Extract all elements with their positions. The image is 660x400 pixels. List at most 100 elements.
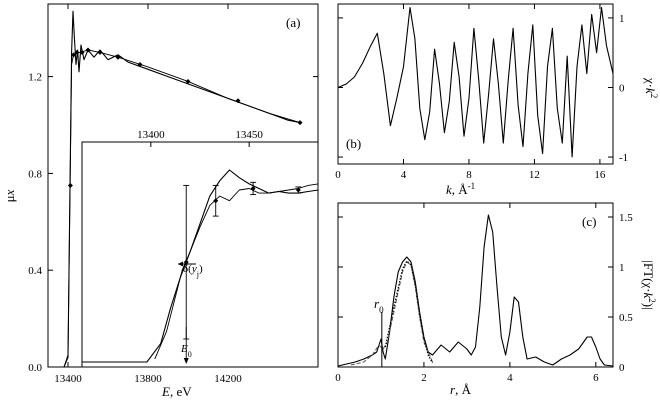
- inset-series-measured: [82, 169, 319, 363]
- panel-b-xlabel: k, Å-1: [446, 181, 475, 197]
- panel-b-xtick-label: 0: [335, 169, 341, 181]
- panel-a-ytick-label: 0.0: [28, 362, 42, 374]
- inset-xtick-label: 13450: [235, 129, 263, 141]
- inset-background: [82, 142, 318, 367]
- inset-knot-marker: [183, 259, 189, 265]
- panel-c-ytick-label: 0: [619, 362, 625, 374]
- panel-a-inset: 13400 13450 δ(yj) E0: [81, 129, 319, 368]
- panel-b-ytick-label: -1: [619, 152, 628, 164]
- panel-c-ytick-label: 0.5: [619, 312, 633, 324]
- panel-b-ytick-label: 1: [619, 13, 625, 25]
- panel-c-xtick-label: 6: [593, 372, 599, 384]
- panel-b-ylabel: χ·k2: [643, 77, 659, 98]
- panel-a-ylabel-var: x: [2, 189, 17, 196]
- inset-curves: [82, 169, 319, 363]
- panel-c-xtick-label: 4: [507, 372, 513, 384]
- panel-a-knot-marker: [74, 49, 80, 55]
- panel-b-series-chi_k2: [337, 6, 614, 158]
- inset-xtick-label: 13400: [137, 129, 165, 141]
- panel-b-xtick-label: 12: [529, 169, 540, 181]
- inset-e0-marker: [183, 327, 189, 364]
- panel-c-xlabel: r, Å: [450, 382, 472, 397]
- panel-c-xlabel-unit: , Å: [455, 382, 472, 397]
- inset-knot-marker: [295, 187, 301, 193]
- inset-delta-arrowhead: [178, 261, 183, 267]
- panel-a-xtick-label: 13400: [54, 373, 82, 385]
- panel-a-ylabel: μx: [2, 189, 17, 202]
- panel-b-ylabel-var: k: [643, 88, 658, 94]
- panel-c-ylabel-var: k: [641, 292, 656, 298]
- panel-a-knot-marker: [115, 54, 121, 60]
- inset-delta-var: y: [191, 263, 197, 275]
- panel-a-knot-marker: [67, 183, 73, 188]
- panel-a-knot-marker: [85, 47, 91, 53]
- panel-c-label: (c): [582, 214, 596, 229]
- panel-b-frame: [337, 3, 614, 165]
- panel-c-ylabel-suffix: )|: [641, 303, 656, 310]
- panel-b-ylabel-exp: 2: [649, 94, 659, 99]
- panel-a-knot-marker: [71, 52, 77, 58]
- panel-b-xtick-label: 8: [466, 169, 472, 181]
- panel-b-curves: [337, 6, 614, 158]
- panel-b-ytick-label: 0: [619, 82, 625, 94]
- panel-b-label: (b): [346, 136, 361, 151]
- inset-frame: [81, 141, 319, 368]
- panel-a-ytick-label: 0.4: [28, 265, 42, 277]
- inset-delta-sub: j: [196, 270, 199, 279]
- panel-b-xlabel-var: k: [446, 182, 452, 197]
- panel-a-knot-marker: [235, 98, 241, 104]
- inset-series-fit: [154, 183, 319, 360]
- panel-a-xlabel-var: E: [161, 384, 170, 399]
- panel-a-knot-marker: [185, 78, 191, 84]
- panel-a-knot-marker: [79, 49, 85, 55]
- panel-a-xtick-label: 14200: [214, 373, 242, 385]
- panel-c-frame: [337, 202, 614, 368]
- panel-b-ylabel-prefix: χ·: [643, 77, 658, 88]
- panel-c-ticks: 0 2 4 6 0 0.5 1 1.5: [335, 203, 633, 384]
- panel-b-xlabel-exp: -1: [468, 181, 476, 191]
- panel-c-ylabel: |FT(χ·k2)|: [641, 260, 657, 309]
- panel-a-knot-marker: [297, 120, 303, 126]
- panel-c-ylabel-exp: 2: [647, 298, 657, 303]
- panel-a-knot-marker: [97, 49, 103, 55]
- panel-a-curves: [48, 10, 303, 368]
- panel-c-ytick-label: 1: [619, 262, 625, 274]
- inset-delta-annotation: δ(yj): [183, 263, 203, 279]
- panel-c-series-solid: [337, 214, 614, 367]
- panel-c-fourier-transform: 0 2 4 600.511.5 (c) r0 r, Å |FT(χ·k2)|: [335, 202, 657, 397]
- panel-a-knot-marker: [137, 62, 143, 67]
- panel-b-ticks: 0 4 8 12 16 -1 0 1: [335, 4, 628, 181]
- panel-c-xtick-label: 2: [421, 372, 427, 384]
- panel-a-series-fit: [48, 49, 301, 368]
- panel-b-chi-k2: 0 4 8 12 16-101 (b) k, Å-1 χ·k2: [335, 3, 659, 197]
- panel-c-curves: [337, 214, 614, 367]
- inset-e0-arrowhead: [183, 358, 189, 364]
- panel-b-xlabel-unit: , Å: [452, 182, 469, 197]
- panel-c-xtick-label: 0: [335, 372, 341, 384]
- panel-c-series-dashed: [350, 261, 433, 366]
- inset-e0-annotation: E0: [180, 343, 192, 359]
- panel-a-ylabel-prefix: μ: [2, 195, 17, 202]
- panel-c-ytick-label: 1.5: [619, 212, 633, 224]
- panel-a-label: (a): [286, 15, 300, 30]
- inset-delta-text: δ(: [183, 263, 192, 275]
- inset-e0-sub: 0: [188, 350, 192, 359]
- inset-knot-marker: [250, 185, 256, 191]
- panel-a-xlabel: E, eV: [161, 384, 192, 399]
- panel-b-xtick-label: 16: [594, 169, 606, 181]
- inset-ticks: 13400 13450: [137, 129, 263, 147]
- panel-b-xtick-label: 4: [401, 169, 407, 181]
- inset-knot-marker: [213, 198, 219, 204]
- panel-a-ytick-label: 1.2: [28, 72, 42, 84]
- panel-c-r0-sub: 0: [379, 305, 384, 315]
- inset-e0-var: E: [180, 343, 188, 355]
- panel-a-xlabel-unit: , eV: [170, 384, 192, 399]
- inset-delta-close: ): [199, 263, 203, 275]
- panel-a-xtick-label: 13800: [134, 373, 162, 385]
- panel-c-xlabel-var: r: [450, 382, 456, 397]
- panel-a-ytick-label: 0.8: [28, 168, 42, 180]
- panel-c-ylabel-prefix: |FT(χ·: [641, 260, 656, 292]
- panel-c-series-dotted: [384, 260, 434, 364]
